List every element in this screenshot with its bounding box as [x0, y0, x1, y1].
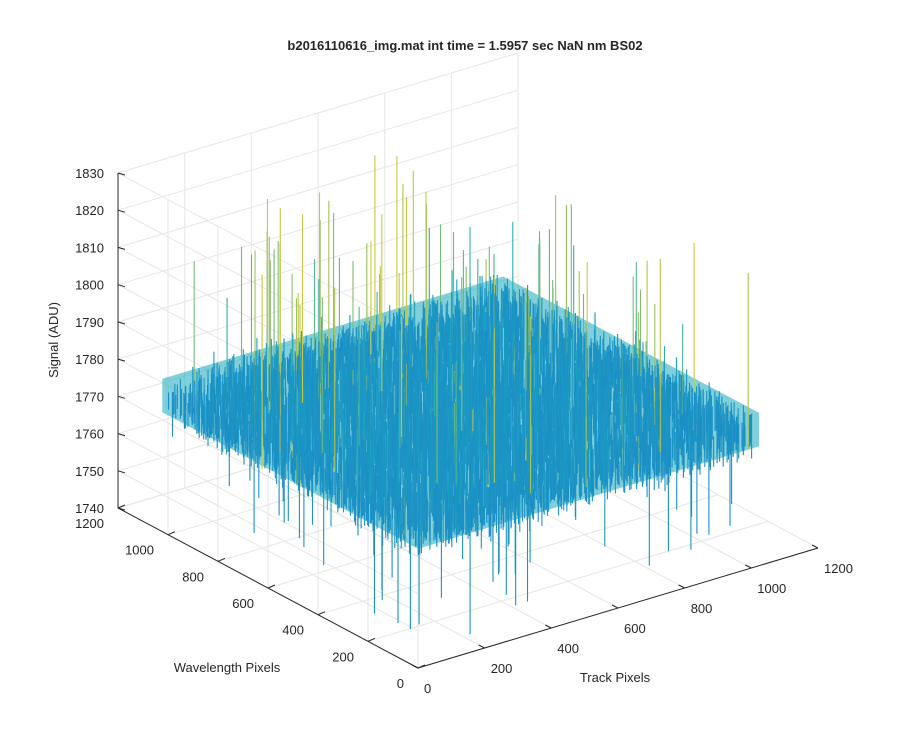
grid-line: [117, 201, 519, 323]
surface-mesh: [162, 155, 760, 635]
grid-line: [117, 395, 419, 557]
grid-line: [367, 520, 769, 642]
grid-line: [117, 126, 519, 248]
grid-line: [117, 164, 519, 286]
grid-line: [117, 89, 519, 211]
grid-line: [317, 494, 719, 616]
grid-line: [117, 470, 419, 632]
grid-line: [117, 52, 519, 174]
grid-line: [117, 433, 419, 595]
grid-line: [117, 238, 519, 360]
